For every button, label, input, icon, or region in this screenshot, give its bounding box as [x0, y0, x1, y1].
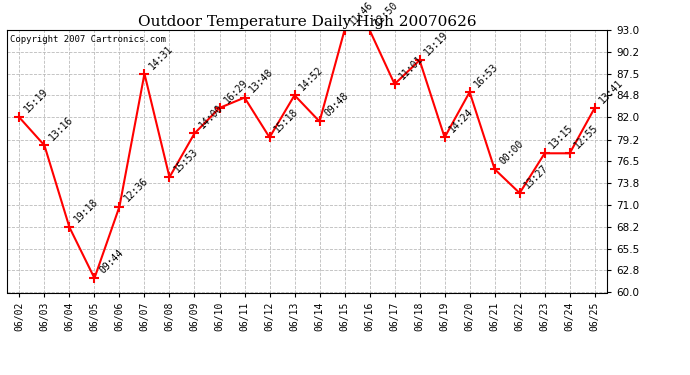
Text: 11:01: 11:01	[397, 54, 425, 81]
Text: 00:00: 00:00	[497, 139, 525, 166]
Text: 15:53: 15:53	[172, 147, 200, 174]
Text: 16:29: 16:29	[222, 77, 250, 105]
Text: Copyright 2007 Cartronics.com: Copyright 2007 Cartronics.com	[10, 35, 166, 44]
Text: 16:53: 16:53	[473, 62, 500, 89]
Text: 15:19: 15:19	[22, 87, 50, 115]
Text: 11:46: 11:46	[347, 0, 375, 27]
Text: 13:27: 13:27	[522, 162, 551, 190]
Text: 13:41: 13:41	[598, 77, 625, 105]
Text: 14:31: 14:31	[147, 43, 175, 71]
Text: 12:36: 12:36	[122, 176, 150, 204]
Text: 14:00: 14:00	[197, 103, 225, 130]
Text: 12:55: 12:55	[573, 123, 600, 150]
Text: 13:48: 13:48	[247, 67, 275, 95]
Text: 12:50: 12:50	[373, 0, 400, 27]
Text: 13:16: 13:16	[47, 115, 75, 142]
Text: 09:48: 09:48	[322, 91, 351, 119]
Title: Outdoor Temperature Daily High 20070626: Outdoor Temperature Daily High 20070626	[138, 15, 476, 29]
Text: 19:18: 19:18	[72, 196, 100, 225]
Text: 14:52: 14:52	[297, 64, 325, 93]
Text: 14:24: 14:24	[447, 107, 475, 135]
Text: 13:15: 13:15	[547, 123, 575, 150]
Text: 13:19: 13:19	[422, 30, 451, 57]
Text: 09:44: 09:44	[97, 248, 125, 275]
Text: 15:18: 15:18	[273, 107, 300, 135]
